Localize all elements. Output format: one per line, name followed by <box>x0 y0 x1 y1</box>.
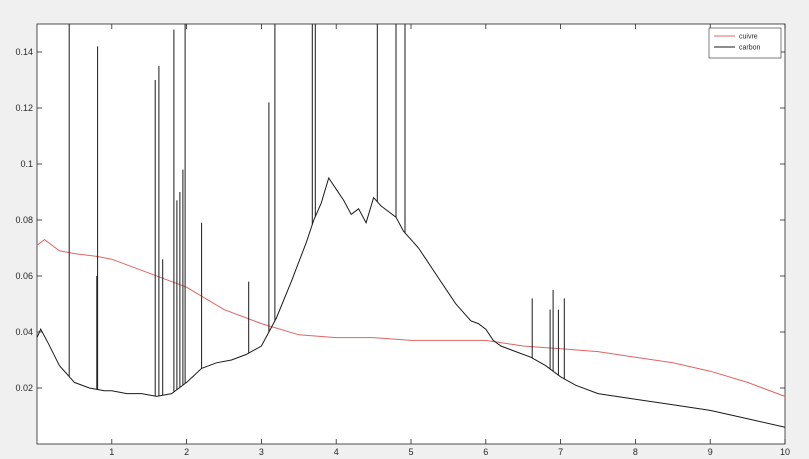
y-tick-label: 0.14 <box>15 47 33 57</box>
x-tick-label: 9 <box>708 447 713 457</box>
y-axis: 0.02 0.04 0.06 0.08 0.1 0.12 0.14 <box>15 47 785 393</box>
x-axis: 1 2 3 4 5 6 7 8 9 10 <box>109 24 790 457</box>
legend-box <box>708 27 782 59</box>
series-line-cuivre <box>36 238 786 397</box>
x-tick-label: 5 <box>408 447 413 457</box>
x-tick-label: 4 <box>334 447 339 457</box>
legend-label-carbon: carbon <box>739 45 761 52</box>
plot-area <box>36 23 786 445</box>
x-tick-label: 8 <box>633 447 638 457</box>
legend-label-cuivre: cuivre <box>739 34 758 41</box>
y-tick-label: 0.1 <box>20 159 33 169</box>
x-tick-label: 10 <box>780 447 790 457</box>
x-tick-label: 6 <box>483 447 488 457</box>
y-tick-label: 0.08 <box>15 215 33 225</box>
y-tick-label: 0.02 <box>15 383 33 393</box>
x-tick-label: 3 <box>259 447 264 457</box>
x-tick-label: 1 <box>109 447 114 457</box>
series-line-carbon <box>36 176 786 428</box>
y-tick-label: 0.12 <box>15 103 33 113</box>
series-layer <box>36 24 786 428</box>
y-tick-label: 0.06 <box>15 271 33 281</box>
x-tick-label: 2 <box>184 447 189 457</box>
x-tick-label: 7 <box>558 447 563 457</box>
legend: cuivre carbon <box>708 27 782 59</box>
y-tick-label: 0.04 <box>15 327 33 337</box>
